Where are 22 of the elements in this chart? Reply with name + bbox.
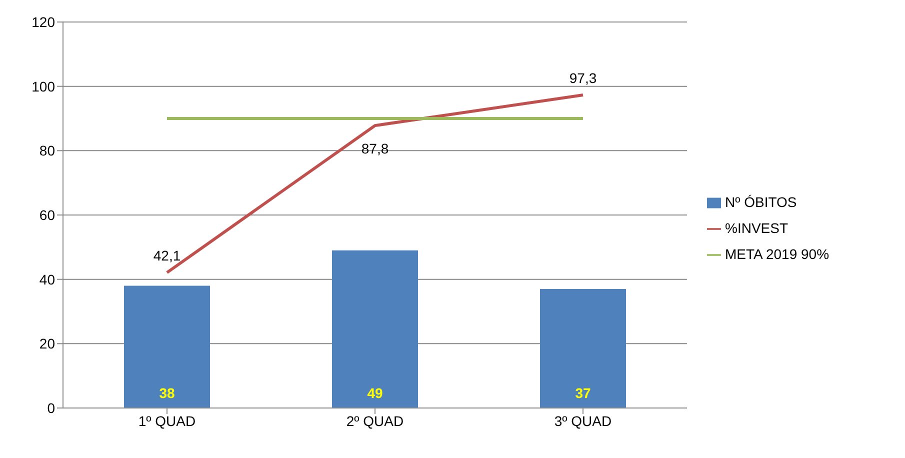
data-label: 97,3 — [569, 70, 597, 86]
y-tick-label: 80 — [39, 142, 56, 159]
bar — [540, 288, 626, 408]
data-label: 38 — [159, 385, 175, 401]
data-label: 42,1 — [153, 248, 181, 264]
data-label: 49 — [367, 385, 383, 401]
x-tick-label: 2º QUAD — [346, 412, 404, 429]
data-label: 87,8 — [361, 140, 389, 157]
y-tick-label: 100 — [32, 78, 56, 94]
y-tick-label: 0 — [47, 400, 56, 416]
x-tick-label: 1º QUAD — [138, 412, 196, 429]
bar — [332, 250, 418, 408]
legend-label: Nº ÓBITOS — [725, 194, 797, 210]
x-tick-label: 3º QUAD — [554, 412, 612, 429]
y-tick-label: 60 — [39, 206, 56, 223]
y-tick-label: 20 — [39, 336, 56, 352]
y-tick-label: 120 — [32, 14, 56, 30]
data-label: 37 — [575, 385, 591, 401]
legend-label: META 2019 90% — [725, 246, 830, 262]
bar — [124, 286, 210, 408]
legend-label: %INVEST — [725, 220, 788, 236]
y-tick-label: 40 — [39, 271, 56, 288]
